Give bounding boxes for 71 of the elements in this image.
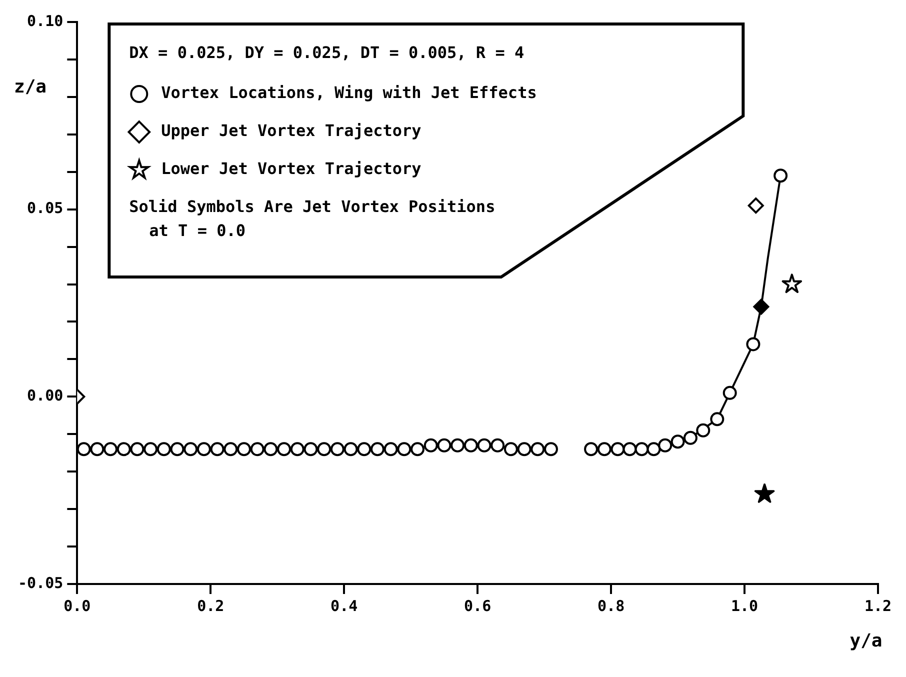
point bbox=[210, 442, 224, 456]
point bbox=[344, 442, 358, 456]
y-tick-label: -0.05 bbox=[18, 574, 64, 592]
point bbox=[597, 442, 612, 456]
x-tick-label: 0.4 bbox=[330, 596, 358, 615]
y-tick-label: 0.00 bbox=[27, 386, 64, 405]
legend-label: Lower Jet Vortex Trajectory bbox=[161, 159, 422, 178]
point bbox=[384, 442, 398, 456]
point bbox=[683, 430, 698, 445]
point bbox=[90, 442, 104, 456]
point bbox=[264, 442, 278, 456]
legend-label: Vortex Locations, Wing with Jet Effects bbox=[161, 83, 537, 102]
point bbox=[397, 442, 412, 456]
point bbox=[330, 442, 344, 456]
point bbox=[670, 434, 685, 449]
y-tick-label: 0.10 bbox=[27, 12, 64, 30]
x-tick-label: 0.2 bbox=[197, 596, 224, 615]
y-axis-title: z/a bbox=[14, 76, 47, 98]
point bbox=[753, 298, 770, 315]
x-tick-label: 1.2 bbox=[864, 596, 892, 615]
point bbox=[357, 442, 372, 456]
point bbox=[170, 442, 184, 456]
point bbox=[77, 442, 91, 456]
point bbox=[184, 442, 198, 456]
point bbox=[477, 438, 492, 452]
y-tick-label: 0.05 bbox=[27, 199, 64, 218]
point bbox=[370, 442, 384, 456]
point bbox=[782, 274, 802, 294]
point bbox=[224, 442, 238, 456]
point bbox=[634, 442, 649, 456]
point bbox=[504, 442, 518, 456]
point bbox=[774, 168, 788, 183]
x-tick-label: 1.0 bbox=[730, 596, 758, 615]
point bbox=[746, 337, 760, 352]
point bbox=[104, 442, 118, 456]
point bbox=[290, 442, 304, 456]
point bbox=[130, 442, 144, 456]
point bbox=[236, 442, 251, 456]
legend-label: Upper Jet Vortex Trajectory bbox=[161, 121, 422, 140]
point bbox=[722, 386, 737, 400]
point bbox=[754, 483, 775, 503]
point bbox=[530, 442, 545, 456]
point bbox=[144, 442, 158, 456]
point bbox=[277, 442, 292, 456]
point bbox=[517, 442, 532, 456]
point bbox=[710, 412, 724, 426]
point bbox=[490, 438, 505, 452]
point bbox=[304, 442, 318, 456]
point bbox=[410, 442, 425, 456]
point bbox=[424, 438, 438, 452]
point bbox=[646, 442, 661, 456]
point bbox=[584, 442, 598, 456]
point bbox=[464, 438, 478, 452]
point bbox=[610, 442, 625, 456]
point bbox=[317, 442, 332, 456]
point bbox=[658, 438, 672, 452]
x-axis-title: y/a bbox=[850, 630, 882, 652]
point bbox=[196, 442, 211, 456]
point bbox=[544, 442, 558, 456]
point bbox=[116, 442, 131, 456]
point bbox=[696, 423, 710, 438]
point bbox=[156, 442, 171, 456]
point bbox=[437, 438, 452, 452]
x-tick-label: 0.0 bbox=[64, 596, 91, 615]
point bbox=[450, 438, 465, 452]
point bbox=[622, 442, 637, 456]
annotation: Solid Symbols Are Jet Vortex Positions at T = 0.0 bbox=[129, 197, 496, 240]
x-tick-label: 0.8 bbox=[598, 596, 625, 615]
point bbox=[250, 442, 264, 456]
annotation: DX = 0.025, DY = 0.025, DT = 0.005, R = 4 bbox=[129, 43, 524, 62]
x-tick-label: 0.6 bbox=[464, 596, 492, 615]
